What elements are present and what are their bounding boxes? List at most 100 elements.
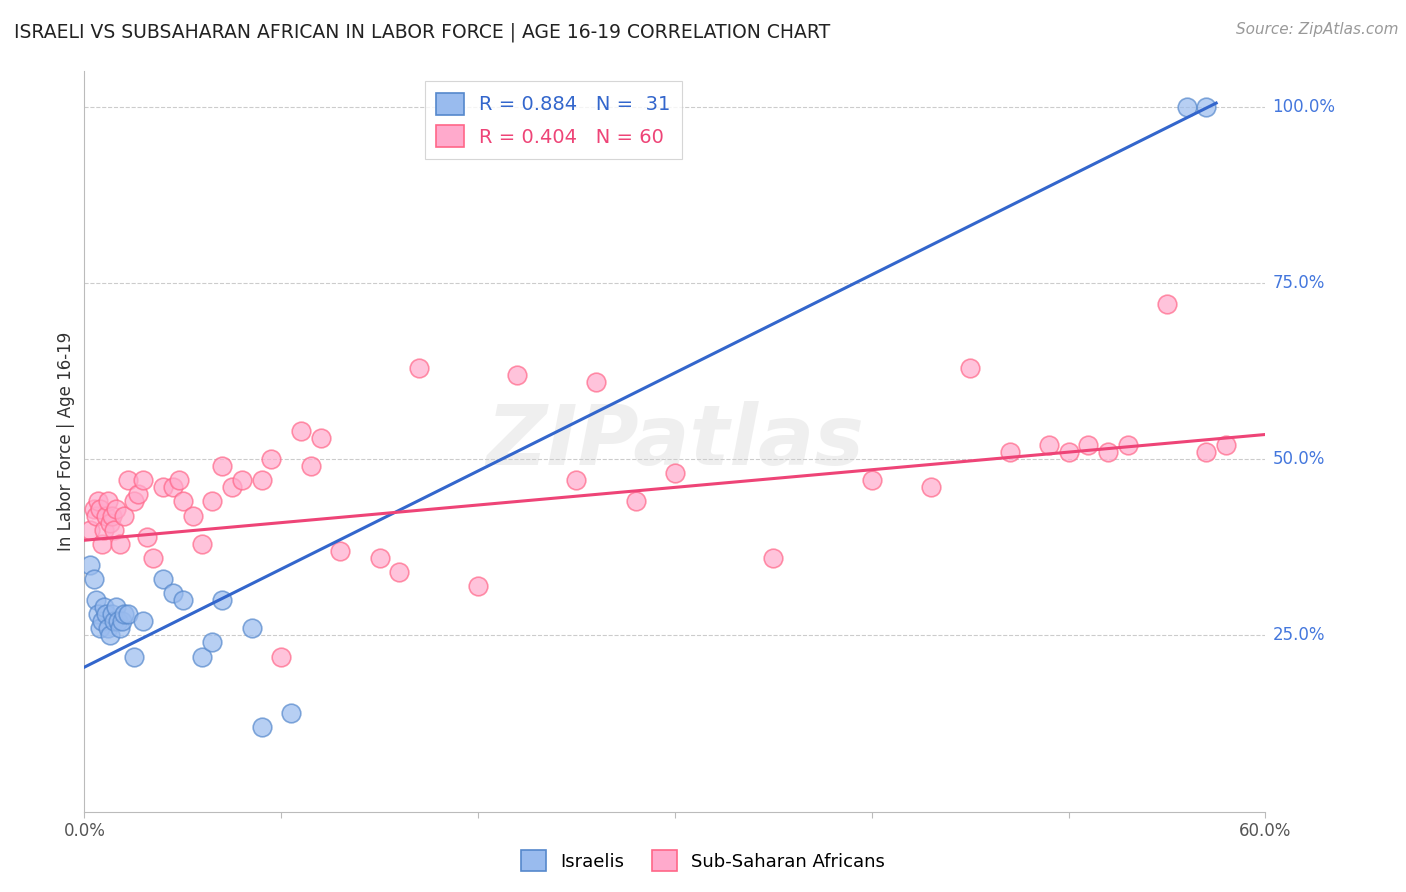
Point [211,459,233,474]
Point [299,459,322,474]
Point [93,600,115,615]
Point [1195,445,1218,459]
Point [152,572,174,586]
Point [231,473,253,487]
Point [1077,438,1099,452]
Point [111,615,134,629]
Point [132,615,155,629]
Point [1116,438,1139,452]
Point [97,621,120,635]
Point [1097,445,1119,459]
Point [152,480,174,494]
Text: Source: ZipAtlas.com: Source: ZipAtlas.com [1236,22,1399,37]
Point [201,494,224,508]
Point [506,368,529,382]
Point [108,537,131,551]
Point [122,649,145,664]
Point [87,607,110,622]
Point [162,586,184,600]
Point [221,480,243,494]
Point [103,523,125,537]
Point [920,480,942,494]
Point [1057,445,1080,459]
Legend: Israelis, Sub-Saharan Africans: Israelis, Sub-Saharan Africans [513,843,893,879]
Point [94,508,117,523]
Point [104,501,127,516]
Point [112,607,135,622]
Point [959,360,981,375]
Point [101,508,124,523]
Point [565,473,588,487]
Point [162,480,184,494]
Text: ISRAELI VS SUBSAHARAN AFRICAN IN LABOR FORCE | AGE 16-19 CORRELATION CHART: ISRAELI VS SUBSAHARAN AFRICAN IN LABOR F… [14,22,831,42]
Point [240,621,263,635]
Point [91,615,114,629]
Point [89,501,111,516]
Point [107,615,129,629]
Point [998,445,1021,459]
Legend: R = 0.884   N =  31, R = 0.404   N = 60: R = 0.884 N = 31, R = 0.404 N = 60 [425,81,682,159]
Point [79,558,101,572]
Point [132,473,155,487]
Point [270,649,292,664]
Text: 25.0%: 25.0% [1272,626,1324,644]
Point [1038,438,1060,452]
Point [290,424,312,438]
Text: ZIPatlas: ZIPatlas [486,401,863,482]
Point [84,508,107,523]
Point [93,523,115,537]
Point [104,600,127,615]
Point [136,530,159,544]
Point [388,565,411,579]
Y-axis label: In Labor Force | Age 16-19: In Labor Force | Age 16-19 [58,332,76,551]
Point [860,473,883,487]
Point [624,494,647,508]
Point [89,621,111,635]
Point [172,593,194,607]
Point [1215,438,1237,452]
Point [112,508,135,523]
Point [83,501,105,516]
Point [1195,100,1218,114]
Point [280,706,302,720]
Point [108,621,131,635]
Point [211,593,233,607]
Point [167,473,190,487]
Point [408,360,430,375]
Point [1156,297,1178,311]
Point [94,607,117,622]
Point [368,550,391,565]
Text: 75.0%: 75.0% [1272,274,1324,292]
Point [79,523,101,537]
Point [83,572,105,586]
Point [97,494,120,508]
Point [329,544,352,558]
Point [250,720,273,734]
Point [117,607,139,622]
Point [762,550,785,565]
Text: 100.0%: 100.0% [1272,97,1336,116]
Point [172,494,194,508]
Point [250,473,273,487]
Point [585,375,607,389]
Point [98,516,121,530]
Point [101,607,124,622]
Text: 50.0%: 50.0% [1272,450,1324,468]
Point [467,579,489,593]
Point [181,508,204,523]
Point [127,487,149,501]
Point [1175,100,1198,114]
Point [664,467,686,481]
Point [260,452,283,467]
Point [87,494,110,508]
Point [191,537,214,551]
Point [191,649,214,664]
Point [103,615,125,629]
Point [84,593,107,607]
Point [122,494,145,508]
Point [201,635,224,649]
Point [117,473,139,487]
Point [98,628,121,642]
Point [142,550,165,565]
Point [309,431,332,445]
